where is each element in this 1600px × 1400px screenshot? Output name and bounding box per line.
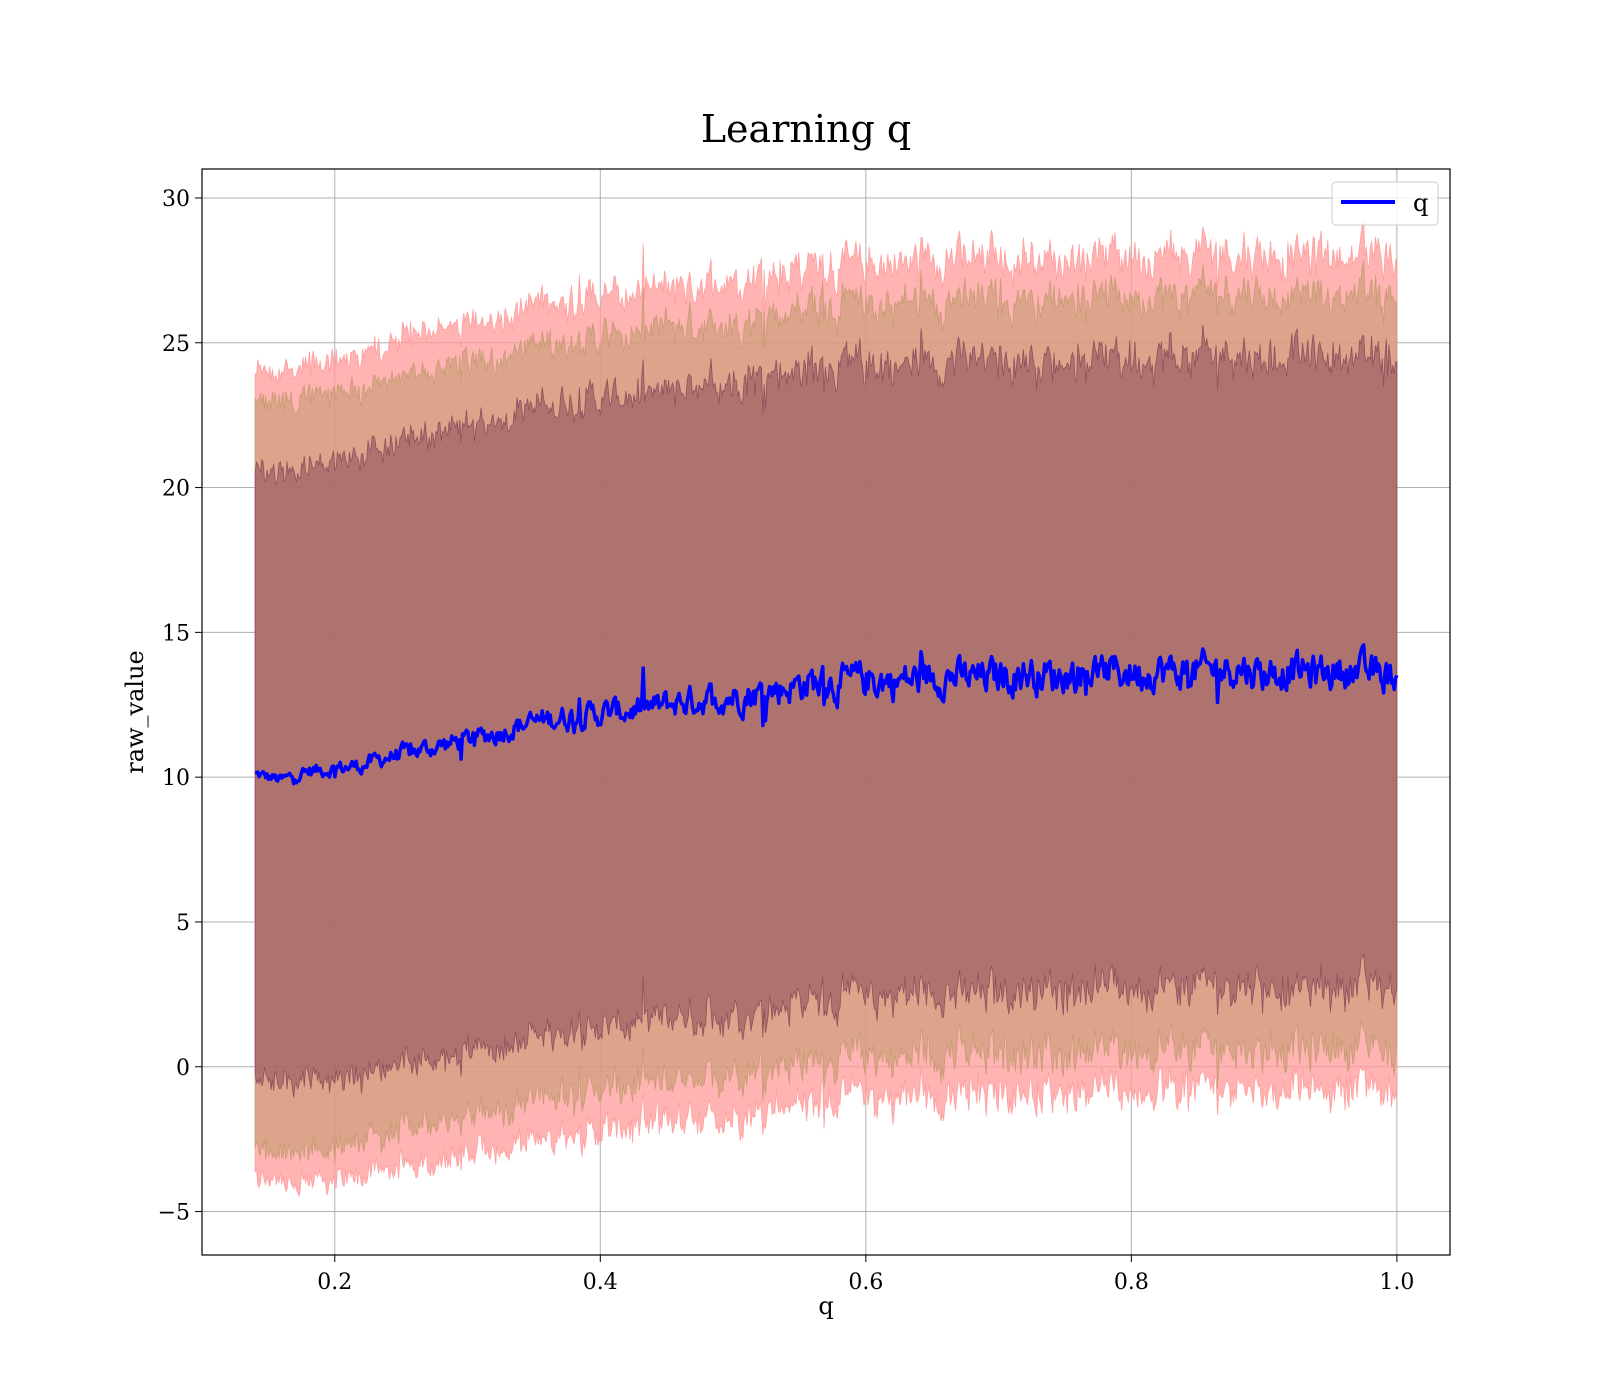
series-line-q (254, 643, 1399, 786)
y-axis-label: raw_value (121, 650, 149, 774)
x-tick-label: 0.4 (583, 1270, 618, 1295)
axes-frame (201, 168, 1451, 1256)
y-tick-label: 25 (162, 332, 190, 357)
x-axis-label: q (818, 1292, 833, 1320)
ticks: 0.2 0.4 0.6 0.8 1.0 −5 0 5 10 15 20 25 30 (158, 187, 1415, 1295)
bands (254, 220, 1398, 1198)
y-tick-label: 15 (162, 621, 190, 646)
y-tick-label: 0 (176, 1056, 190, 1081)
x-tick-label: 0.2 (317, 1270, 352, 1295)
x-tick-label: 0.8 (1114, 1270, 1149, 1295)
series-lines (254, 643, 1399, 786)
y-tick-label: 10 (162, 766, 190, 791)
legend-label-q: q (1413, 189, 1428, 217)
y-tick-label: −5 (158, 1201, 190, 1226)
x-tick-label: 1.0 (1379, 1270, 1414, 1295)
y-tick-label: 20 (162, 477, 190, 502)
legend: q (1331, 181, 1439, 226)
y-tick-label: 5 (176, 911, 190, 936)
chart-title: Learning q (701, 107, 911, 151)
y-tick-label: 30 (162, 187, 190, 212)
confidence-band (254, 324, 1398, 1098)
x-tick-label: 0.6 (848, 1270, 883, 1295)
